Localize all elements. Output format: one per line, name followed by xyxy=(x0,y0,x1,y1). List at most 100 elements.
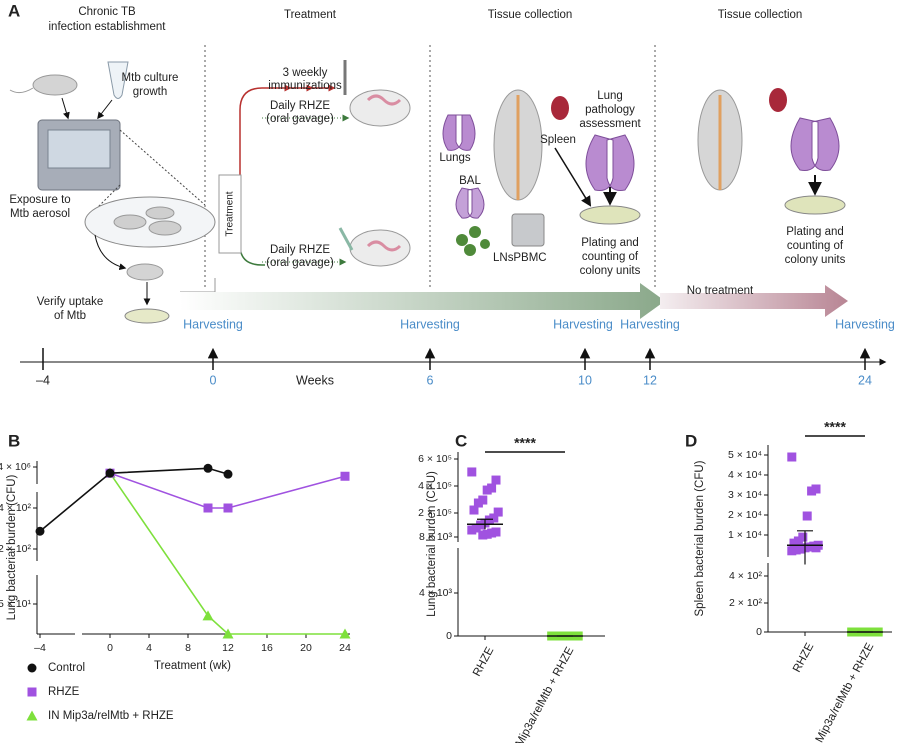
y-tick-label: 3 × 10⁴ xyxy=(728,489,762,501)
point xyxy=(491,475,501,485)
y-tick-label: 2 × 10² xyxy=(729,597,762,609)
zoom-line xyxy=(119,129,206,206)
mouse-organs xyxy=(366,240,402,252)
series-line xyxy=(39,467,229,532)
pbmc-tubes xyxy=(511,213,545,247)
label: Chronic TB xyxy=(78,6,136,18)
x-tick-label: 16 xyxy=(261,642,273,654)
timeline-label: 0 xyxy=(210,373,217,387)
point xyxy=(811,543,821,553)
arrow xyxy=(97,99,113,120)
mouse xyxy=(113,214,147,230)
series-line xyxy=(109,472,345,635)
y-axis-title: Lung bacterial burden (CFU) xyxy=(426,471,438,617)
point xyxy=(223,469,233,479)
petri-dish xyxy=(784,195,846,215)
bal-lungs xyxy=(455,187,485,219)
label: Verify uptake xyxy=(37,296,103,308)
y-tick-label: 1 × 10⁴ xyxy=(728,529,762,541)
y-tick-label: 8 × 10³ xyxy=(419,531,452,543)
x-axis-title: Treatment (wk) xyxy=(154,660,231,672)
panel-label: B xyxy=(8,431,20,450)
label: PBMC xyxy=(513,252,546,264)
y-tick-label: 5 × 10¹ xyxy=(0,598,32,610)
x-tick-label: 0 xyxy=(107,642,113,654)
point xyxy=(203,503,213,513)
exposure-bowl xyxy=(84,196,216,248)
label: Treatment xyxy=(284,9,337,21)
x-tick-label: –4 xyxy=(34,642,46,654)
label: Plating and xyxy=(786,226,844,238)
harvesting-label: Harvesting xyxy=(620,317,680,331)
label: of Mtb xyxy=(54,310,86,322)
legend-label: Control xyxy=(48,662,85,674)
panel-label: D xyxy=(685,431,697,450)
point xyxy=(478,530,488,540)
branch xyxy=(180,278,216,293)
point xyxy=(105,468,115,478)
y-tick-label: 0 xyxy=(756,626,762,638)
point xyxy=(802,511,812,521)
y-tick-label: 4 × 10² xyxy=(0,502,32,514)
label: BAL xyxy=(459,175,481,187)
timeline-label: –4 xyxy=(36,373,50,387)
culture-tube xyxy=(107,61,129,99)
point xyxy=(202,610,214,621)
progress-arrow xyxy=(180,283,665,319)
mouse xyxy=(349,229,411,267)
point xyxy=(223,503,233,513)
point xyxy=(340,471,350,481)
petri-dish xyxy=(579,205,641,225)
sem-bar xyxy=(797,530,813,565)
x-tick-label: 4 xyxy=(146,642,152,654)
lymph-node xyxy=(469,226,481,238)
label: infection establishment xyxy=(49,21,167,33)
treatment-vertical: Treatment xyxy=(225,191,236,236)
lungs xyxy=(442,114,476,151)
label: Mtb culture xyxy=(122,72,179,84)
x-tick-label: IN Mip3a/relMtb + RHZE xyxy=(807,641,877,743)
panel-label: C xyxy=(455,431,467,450)
y-tick-label: 4 × 10⁴ xyxy=(728,469,762,481)
no-treatment-arrow xyxy=(660,285,848,317)
y-tick-label: 4 × 10⁵ xyxy=(418,480,452,492)
point xyxy=(787,452,797,462)
label: Lungs xyxy=(439,152,471,164)
point xyxy=(339,628,351,639)
y-tick-label: 2 × 10⁴ xyxy=(728,509,762,521)
x-tick-label: IN Mip3a/relMtb + RHZE xyxy=(507,645,577,743)
label: Daily RHZE xyxy=(270,244,330,256)
label: Mtb aerosol xyxy=(10,208,70,220)
legend-marker xyxy=(26,710,38,721)
label: assessment xyxy=(579,118,641,130)
label: Plating and xyxy=(581,237,639,249)
y-tick-label: 6 × 10⁵ xyxy=(418,453,452,465)
timeline-label: 12 xyxy=(643,373,657,387)
point xyxy=(787,546,797,556)
legend-marker xyxy=(27,687,37,697)
zoom-line xyxy=(89,184,121,216)
point xyxy=(469,505,479,515)
point xyxy=(35,526,45,536)
harvesting-label: Harvesting xyxy=(183,317,243,331)
label: (oral gavage) xyxy=(266,257,334,269)
lymph-node xyxy=(456,234,468,246)
legend-label: IN Mip3a/relMtb + RHZE xyxy=(48,710,174,722)
y-axis-title: Spleen bacterial burden (CFU) xyxy=(694,460,706,616)
branch-red xyxy=(239,87,330,175)
label: Exposure to xyxy=(9,194,70,206)
point xyxy=(482,485,492,495)
label: immunizations xyxy=(268,80,342,92)
legend-label: RHZE xyxy=(48,686,80,698)
y-tick-label: 5 × 10⁴ xyxy=(728,449,762,461)
treatment-box xyxy=(218,174,242,254)
label: (oral gavage) xyxy=(266,113,334,125)
panel-label: A xyxy=(8,1,20,20)
y-tick-label: 2 × 10² xyxy=(0,543,32,555)
x-tick-label: 24 xyxy=(339,642,351,654)
lungs xyxy=(790,117,840,171)
label: growth xyxy=(133,86,168,98)
